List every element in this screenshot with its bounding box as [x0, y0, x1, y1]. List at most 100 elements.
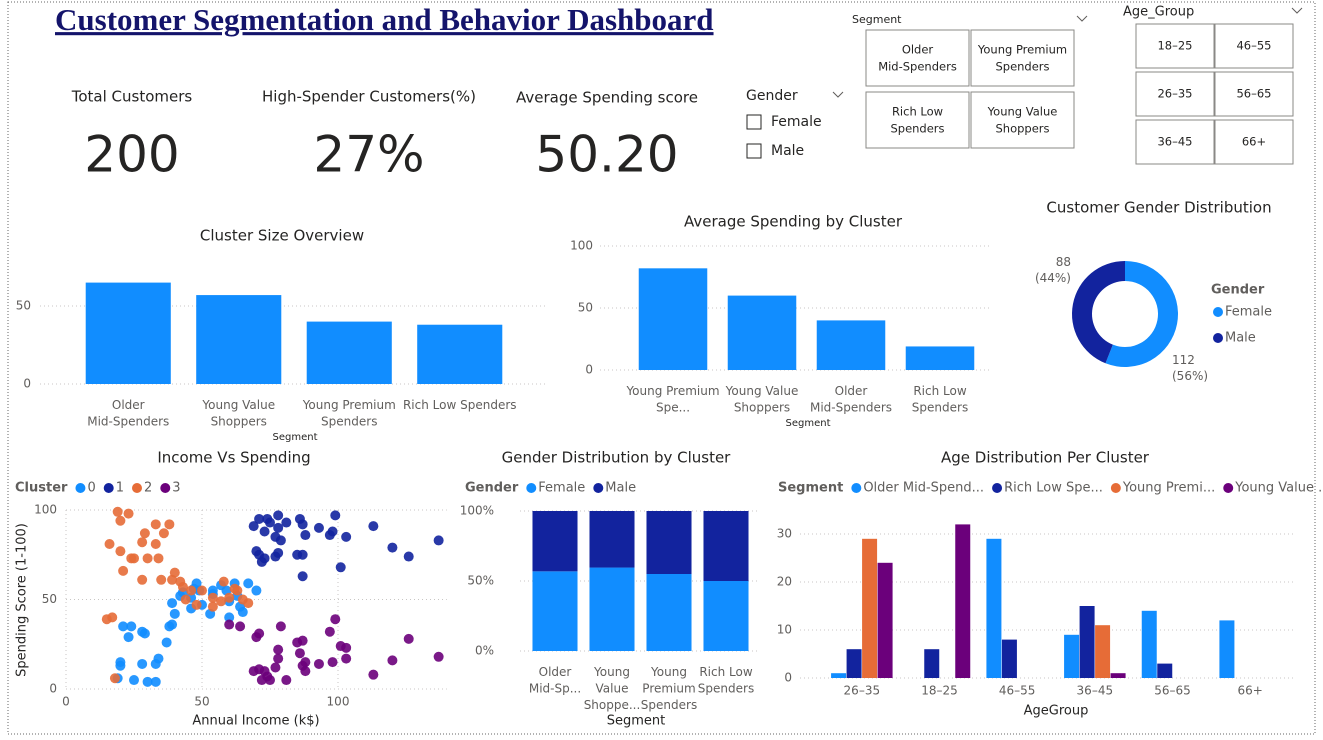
bar: [1064, 634, 1080, 678]
slicer-tile[interactable]: [970, 29, 1075, 87]
scatter-point: [186, 585, 197, 596]
x-tick-label: 100: [327, 695, 350, 709]
scatter-point: [281, 517, 292, 528]
y-tick-label: 50: [16, 299, 31, 313]
scatter-point: [327, 526, 338, 537]
bar: [1219, 620, 1235, 678]
bar: [1001, 639, 1017, 678]
slicer-option[interactable]: 46–55: [1236, 39, 1271, 53]
scatter-point: [150, 519, 161, 530]
bar-segment: [532, 511, 578, 572]
slicer-option[interactable]: Young Premium Spenders: [977, 42, 1067, 73]
scatter-point: [341, 653, 352, 664]
slicer-tile[interactable]: [865, 91, 970, 149]
legend-label: Young Value ...: [1234, 481, 1323, 496]
bar: [1141, 610, 1157, 678]
scatter-point: [115, 546, 126, 557]
legend-label: 3: [172, 481, 180, 496]
y-tick-label: 100: [34, 503, 57, 517]
slicer-title: Gender: [746, 88, 798, 104]
scatter-point: [224, 592, 235, 603]
x-tick-label: 66+: [1238, 684, 1263, 698]
slicer-tile[interactable]: [1214, 119, 1294, 165]
legend-label: 2: [144, 481, 152, 496]
y-tick-label: 0: [585, 363, 593, 377]
bar: [846, 649, 862, 678]
slicer-option[interactable]: 66+: [1242, 135, 1266, 149]
slicer-chevron[interactable]: [1291, 7, 1303, 14]
checkbox[interactable]: [746, 143, 762, 159]
scatter-point: [153, 653, 164, 664]
y-tick-label: 50: [578, 301, 593, 315]
x-tick-label: Young Premium Spenders: [641, 665, 697, 712]
page-border: [7, 1, 1316, 735]
scatter-point: [169, 567, 180, 578]
scatter-point: [139, 628, 150, 639]
slicer-tile[interactable]: [1135, 71, 1215, 117]
x-tick-label: 56–65: [1154, 684, 1191, 698]
legend-marker: [1213, 307, 1223, 317]
checkbox[interactable]: [746, 114, 762, 130]
scatter-point: [273, 547, 284, 558]
x-tick-label: Young Premium Spe...: [625, 384, 719, 415]
bar: [831, 673, 847, 678]
legend-title: Segment: [778, 481, 843, 496]
slicer-tile[interactable]: [1135, 23, 1215, 69]
scatter-point: [224, 619, 235, 630]
scatter-point: [161, 637, 172, 648]
slicer-chevron[interactable]: [832, 91, 844, 98]
slicer-option[interactable]: Female: [771, 114, 822, 130]
scatter-point: [281, 675, 292, 686]
legend-marker: [593, 483, 604, 493]
slicer-tile[interactable]: [970, 91, 1075, 149]
y-tick-label: 100: [570, 239, 593, 253]
slicer-option[interactable]: 56–65: [1236, 87, 1271, 101]
scatter-point: [107, 612, 118, 623]
scatter-point: [297, 571, 308, 582]
y-tick-label: 30: [777, 527, 792, 541]
slicer-tile[interactable]: [1214, 23, 1294, 69]
scatter-point: [153, 553, 164, 564]
slicer-option[interactable]: Older Mid-Spenders: [878, 42, 957, 73]
slicer-option[interactable]: 18–25: [1157, 39, 1192, 53]
bar-segment: [703, 581, 749, 651]
scatter-point: [167, 619, 178, 630]
legend-label: Male: [1225, 331, 1256, 346]
legend-label: 1: [116, 481, 124, 496]
kpi-label: High-Spender Customers(%): [262, 88, 476, 106]
x-tick-label: Young Value Shoppers: [201, 398, 275, 429]
slicer-option[interactable]: 36–45: [1157, 135, 1192, 149]
legend-label: Male: [605, 481, 636, 496]
x-axis-title: Segment: [607, 714, 666, 729]
y-tick-label: 50: [42, 592, 57, 606]
slicer-option[interactable]: Rich Low Spenders: [890, 104, 944, 135]
bar: [638, 268, 708, 370]
slicer-option[interactable]: Young Value Shoppers: [987, 104, 1058, 135]
scatter-point: [300, 666, 311, 677]
slicer-option[interactable]: 26–35: [1157, 87, 1192, 101]
slicer-tile[interactable]: [1214, 71, 1294, 117]
scatter-point: [433, 651, 444, 662]
scatter-point: [123, 508, 134, 519]
x-tick-label: Older Mid-Spenders: [810, 384, 892, 415]
scatter-point: [118, 621, 129, 632]
legend-marker: [103, 483, 114, 493]
scatter-point: [142, 553, 153, 564]
legend-label: Female: [538, 481, 585, 496]
scatter-point: [137, 658, 148, 669]
scatter-point: [112, 506, 123, 517]
scatter-point: [177, 581, 188, 592]
y-tick-label: 0: [23, 377, 31, 391]
scatter-point: [403, 633, 414, 644]
y-tick-label: 100%: [460, 504, 494, 518]
scatter-point: [335, 562, 346, 573]
slicer-tile[interactable]: [865, 29, 970, 87]
scatter-point: [158, 528, 169, 539]
scatter-point: [265, 517, 275, 528]
slicer-title: Age_Group: [1123, 5, 1194, 20]
slicer-option[interactable]: Male: [771, 143, 804, 159]
slicer-chevron[interactable]: [1076, 15, 1088, 22]
x-tick-label: 26–35: [844, 684, 881, 698]
bar-segment: [646, 574, 692, 651]
slicer-tile[interactable]: [1135, 119, 1215, 165]
